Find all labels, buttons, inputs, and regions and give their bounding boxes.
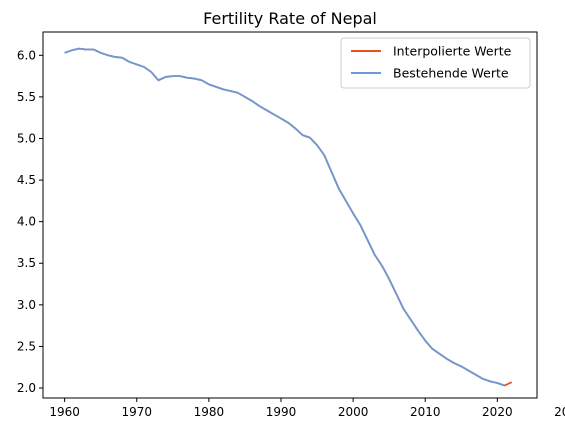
plot-frame <box>42 31 538 399</box>
y-tick-label: 4.5 <box>17 173 36 187</box>
x-tick-label: 2000 <box>338 405 369 419</box>
legend-box <box>340 37 531 89</box>
y-tick-label: 6.0 <box>17 48 36 62</box>
legend-label: Interpolierte Werte <box>393 44 512 59</box>
x-tick-label: 2020 <box>482 405 513 419</box>
axis-layer: 1960 1970 1980 1990 2000 2010 2020 2030 2.0 2.5 3.… <box>17 48 565 419</box>
y-tick-label: 5.5 <box>17 90 36 104</box>
y-tick-label: 5.0 <box>17 131 36 145</box>
x-tick-label: 2010 <box>410 405 441 419</box>
x-tick-label: 1960 <box>49 405 80 419</box>
y-tick-label: 4.0 <box>17 215 36 229</box>
series-line-existing <box>64 47 505 387</box>
legend-label: Bestehende Werte <box>393 66 509 81</box>
series-layer <box>64 47 513 387</box>
y-tick-label: 2.5 <box>17 339 36 353</box>
y-tick-label: 3.5 <box>17 256 36 270</box>
legend: Interpolierte Werte Bestehende Werte <box>340 37 531 89</box>
chart-title: Fertility Rate of Nepal <box>203 9 377 28</box>
x-tick-label: 1990 <box>266 405 297 419</box>
x-tick-label: 1980 <box>194 405 225 419</box>
x-tick-label: 2030 <box>554 405 565 419</box>
x-tick-label: 1970 <box>121 405 152 419</box>
y-tick-label: 3.0 <box>17 298 36 312</box>
y-tick-label: 2.0 <box>17 381 36 395</box>
series-line-interpolated <box>64 47 513 387</box>
